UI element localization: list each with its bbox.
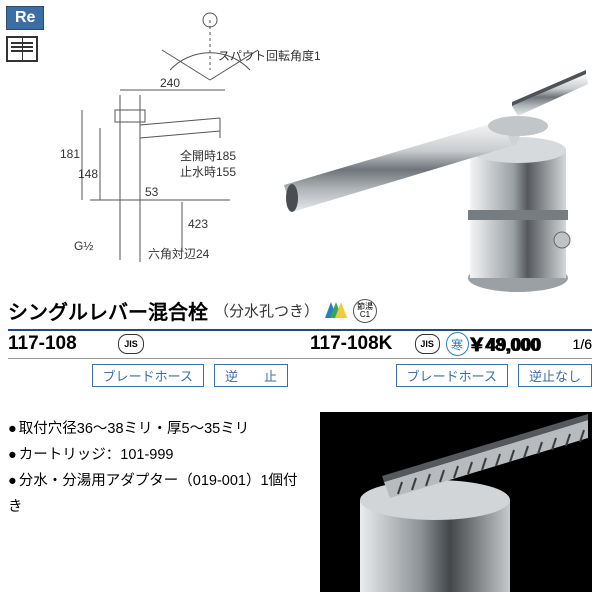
pack-qty: 1/6 bbox=[560, 336, 592, 352]
tag-row-2: ブレードホース 逆止なし bbox=[310, 364, 592, 387]
svg-text:423: 423 bbox=[188, 217, 208, 231]
product-title: シングルレバー混合栓 bbox=[8, 296, 208, 325]
model-number: 117-108 bbox=[8, 333, 118, 355]
svg-text:全開時185: 全開時185 bbox=[180, 148, 236, 163]
tag-hose: ブレードホース bbox=[92, 364, 204, 387]
re-badge: Re bbox=[6, 6, 44, 30]
product-subtitle: （分水孔つき） bbox=[214, 300, 319, 321]
svg-text:240: 240 bbox=[160, 76, 180, 90]
model-number: 117-108K bbox=[310, 333, 415, 355]
tag-row-1: ブレードホース 逆 止 bbox=[8, 364, 288, 387]
product-photo bbox=[280, 40, 590, 300]
svg-text:53: 53 bbox=[145, 185, 159, 199]
tag-hose: ブレードホース bbox=[396, 364, 508, 387]
eco-triangle-icon bbox=[325, 302, 347, 320]
bullet-cartridge: カートリッジ：101-999 bbox=[8, 442, 308, 468]
spec-row-2: 117-108K JIS 寒 ￥49,000 1/6 bbox=[310, 330, 592, 359]
cold-region-badge: 寒 bbox=[446, 332, 469, 356]
price: ￥49,000 bbox=[469, 331, 542, 357]
tag-check: 逆 止 bbox=[214, 364, 288, 387]
setsuyu-badge: 節湯C1 bbox=[353, 299, 377, 323]
tag-nocheck: 逆止なし bbox=[518, 364, 592, 387]
handle-detail-photo bbox=[320, 412, 592, 592]
bullet-hole: 取付穴径36～38ミリ・厚5～35ミリ bbox=[8, 416, 308, 442]
jis-badge: JIS bbox=[415, 334, 440, 354]
spec-bullets: 取付穴径36～38ミリ・厚5～35ミリ カートリッジ：101-999 分水・分湯… bbox=[8, 416, 308, 520]
svg-text:止水時155: 止水時155 bbox=[180, 165, 236, 179]
svg-text:G½: G½ bbox=[74, 239, 93, 253]
bullet-adapter: 分水・分湯用アダプター（019-001）1個付き bbox=[8, 468, 308, 520]
catalog-icon bbox=[6, 36, 38, 62]
jis-badge: JIS bbox=[118, 334, 144, 354]
svg-text:六角対辺24: 六角対辺24 bbox=[148, 247, 210, 261]
title-row: シングルレバー混合栓 （分水孔つき） 節湯C1 bbox=[8, 296, 592, 331]
svg-text:148: 148 bbox=[78, 167, 98, 181]
svg-text:181: 181 bbox=[60, 147, 80, 161]
